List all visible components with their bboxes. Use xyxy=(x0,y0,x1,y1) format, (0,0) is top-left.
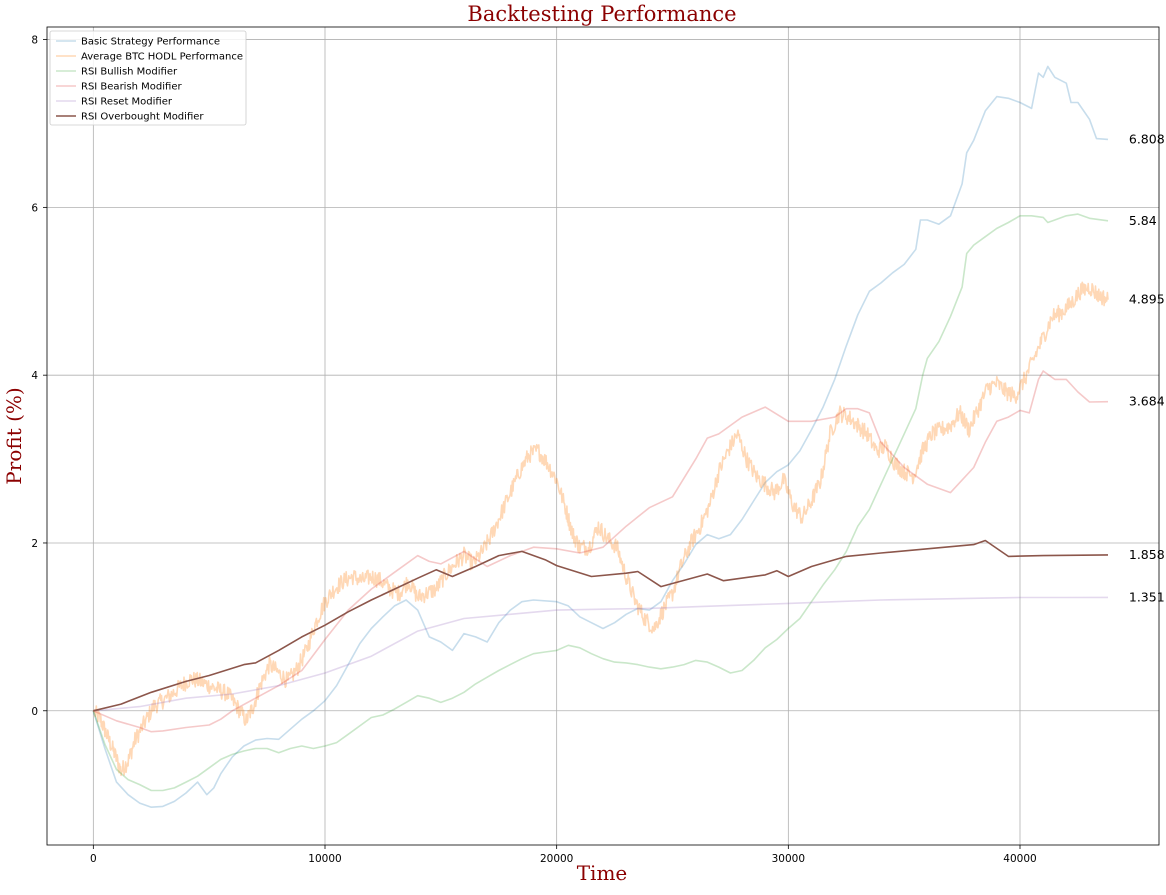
legend-entry: RSI Overbought Modifier xyxy=(81,112,204,123)
plot-frame xyxy=(46,26,1160,846)
x-tick-label: 10000 xyxy=(308,853,341,865)
x-tick-label: 20000 xyxy=(540,853,573,865)
series-line-5 xyxy=(93,539,1109,712)
y-tick-label: 4 xyxy=(31,370,38,382)
series-line-1 xyxy=(92,281,1109,777)
chart-title: Backtesting Performance xyxy=(467,2,736,26)
x-tick-label: 40000 xyxy=(1003,853,1036,865)
series-line-3 xyxy=(92,370,1109,733)
y-tick-label: 6 xyxy=(31,202,38,214)
legend-box xyxy=(49,30,247,126)
grid-layer xyxy=(47,27,1159,845)
tick-layer: 0 10000 20000 30000 40000 0 2 4 6 8 xyxy=(31,35,1036,865)
legend-entry: Basic Strategy Performance xyxy=(81,37,220,48)
legend-entry: RSI Bullish Modifier xyxy=(81,67,178,78)
x-tick-label: 0 xyxy=(90,853,97,865)
end-value-label-3: 3.684 xyxy=(1129,394,1165,409)
end-value-label-5: 1.858 xyxy=(1129,547,1165,562)
series-line-0 xyxy=(92,65,1109,808)
end-value-label-4: 1.351 xyxy=(1129,589,1165,604)
x-tick-label: 30000 xyxy=(772,853,805,865)
y-tick-label: 8 xyxy=(31,35,38,47)
legend-entry: Average BTC HODL Performance xyxy=(81,52,243,63)
legend-entry: RSI Bearish Modifier xyxy=(81,82,183,93)
y-tick-label: 0 xyxy=(31,706,38,718)
y-tick-label: 2 xyxy=(31,538,38,550)
end-label-layer: 6.808 4.895 5.84 3.684 1.351 1.858 xyxy=(1129,131,1165,604)
end-value-label-2: 5.84 xyxy=(1129,213,1157,228)
series-line-2 xyxy=(92,213,1109,792)
legend: Basic Strategy Performance Average BTC HO… xyxy=(49,30,247,126)
series-line-4 xyxy=(93,596,1109,712)
end-value-label-1: 4.895 xyxy=(1129,292,1165,307)
x-axis-label: Time xyxy=(577,861,628,885)
y-axis-label: Profit (%) xyxy=(2,387,26,484)
series-layer xyxy=(92,65,1109,808)
legend-entry: RSI Reset Modifier xyxy=(81,97,173,108)
end-value-label-0: 6.808 xyxy=(1129,131,1165,146)
